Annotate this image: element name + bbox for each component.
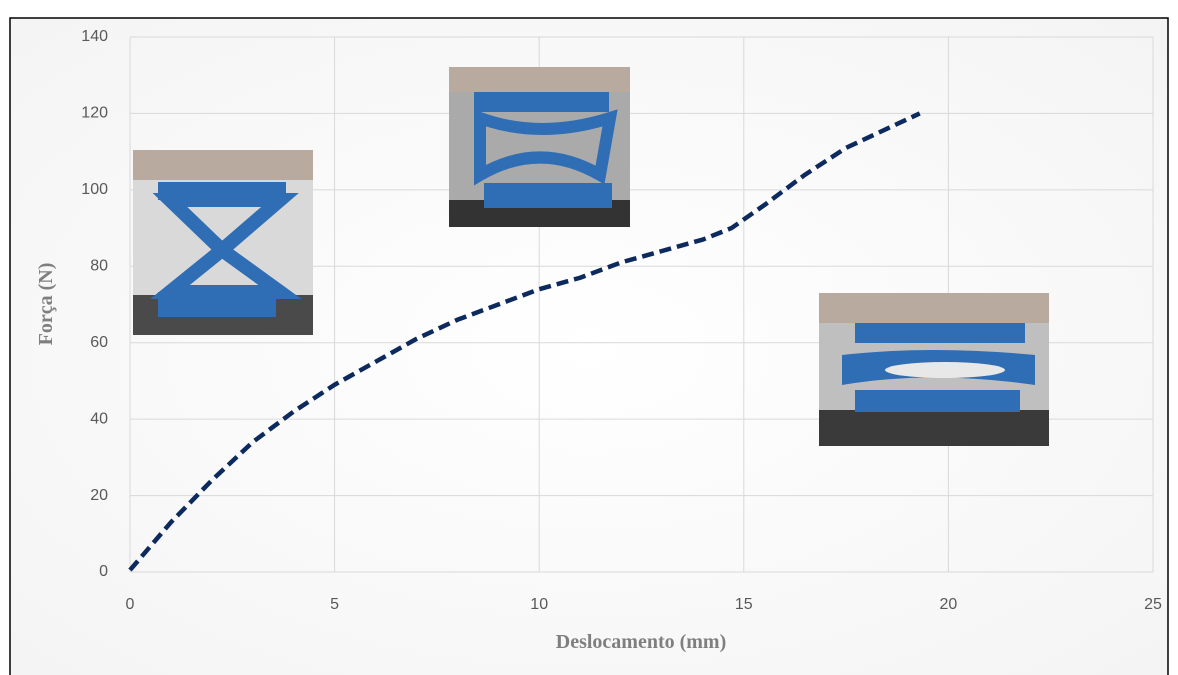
x-axis-title: Deslocamento (mm) [556, 631, 727, 653]
y-tick-label: 0 [99, 563, 108, 580]
y-tick-label: 80 [90, 258, 108, 275]
photo-3 [819, 293, 1049, 446]
y-axis-title: Força (N) [35, 263, 57, 346]
x-tick-label: 10 [530, 596, 548, 613]
y-tick-label: 120 [81, 105, 108, 122]
x-tick-label: 25 [1144, 596, 1162, 613]
y-tick-label: 60 [90, 334, 108, 351]
y-tick-label: 100 [81, 181, 108, 198]
x-tick-label: 15 [735, 596, 753, 613]
x-tick-label: 0 [126, 596, 135, 613]
y-tick-label: 40 [90, 410, 108, 427]
y-tick-label: 20 [90, 487, 108, 504]
data-line [128, 111, 921, 572]
photo-1 [133, 150, 313, 335]
photo-2 [449, 67, 630, 227]
y-tick-label: 140 [81, 28, 108, 45]
plot [128, 111, 921, 572]
x-tick-label: 5 [330, 596, 339, 613]
x-tick-label: 20 [940, 596, 958, 613]
